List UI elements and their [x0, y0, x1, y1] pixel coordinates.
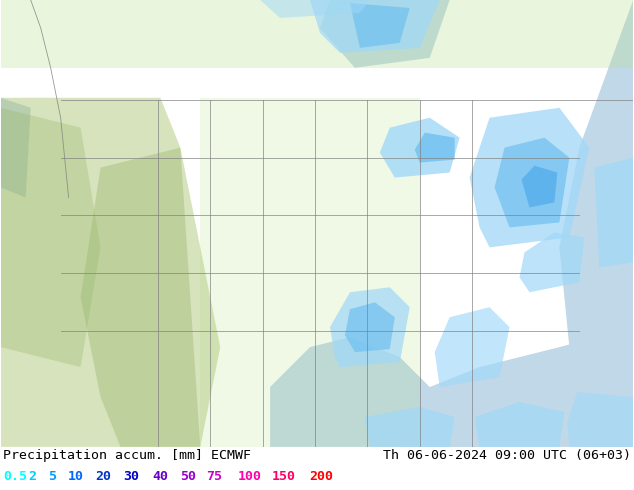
Polygon shape: [380, 118, 460, 177]
Polygon shape: [345, 302, 395, 352]
Text: 20: 20: [95, 470, 111, 484]
Polygon shape: [400, 367, 479, 447]
Polygon shape: [81, 147, 200, 447]
Polygon shape: [522, 166, 557, 207]
Text: 150: 150: [272, 470, 296, 484]
Polygon shape: [567, 392, 633, 447]
Polygon shape: [330, 287, 410, 367]
Polygon shape: [435, 307, 510, 387]
Polygon shape: [365, 407, 455, 447]
Text: 200: 200: [309, 470, 333, 484]
Polygon shape: [519, 232, 585, 292]
Text: 2: 2: [28, 470, 36, 484]
Polygon shape: [1, 0, 633, 68]
Polygon shape: [200, 98, 420, 447]
Text: 0.5: 0.5: [3, 470, 27, 484]
Text: 100: 100: [238, 470, 262, 484]
Text: 10: 10: [68, 470, 84, 484]
Text: 50: 50: [180, 470, 196, 484]
Polygon shape: [260, 0, 370, 18]
Polygon shape: [475, 402, 564, 447]
Text: Th 06-06-2024 09:00 UTC (06+03): Th 06-06-2024 09:00 UTC (06+03): [383, 449, 631, 462]
Text: 40: 40: [152, 470, 168, 484]
Polygon shape: [1, 108, 101, 367]
Polygon shape: [430, 327, 633, 447]
Polygon shape: [310, 0, 440, 53]
Polygon shape: [415, 133, 455, 163]
Polygon shape: [320, 0, 450, 68]
Polygon shape: [495, 138, 569, 227]
Text: 75: 75: [206, 470, 222, 484]
Polygon shape: [270, 337, 430, 447]
Text: 5: 5: [48, 470, 56, 484]
Polygon shape: [1, 98, 30, 197]
Polygon shape: [470, 108, 590, 247]
Text: 30: 30: [123, 470, 139, 484]
Polygon shape: [594, 158, 633, 268]
Text: Precipitation accum. [mm] ECMWF: Precipitation accum. [mm] ECMWF: [3, 449, 251, 462]
Polygon shape: [559, 0, 633, 447]
Polygon shape: [1, 98, 220, 447]
Polygon shape: [350, 3, 410, 48]
